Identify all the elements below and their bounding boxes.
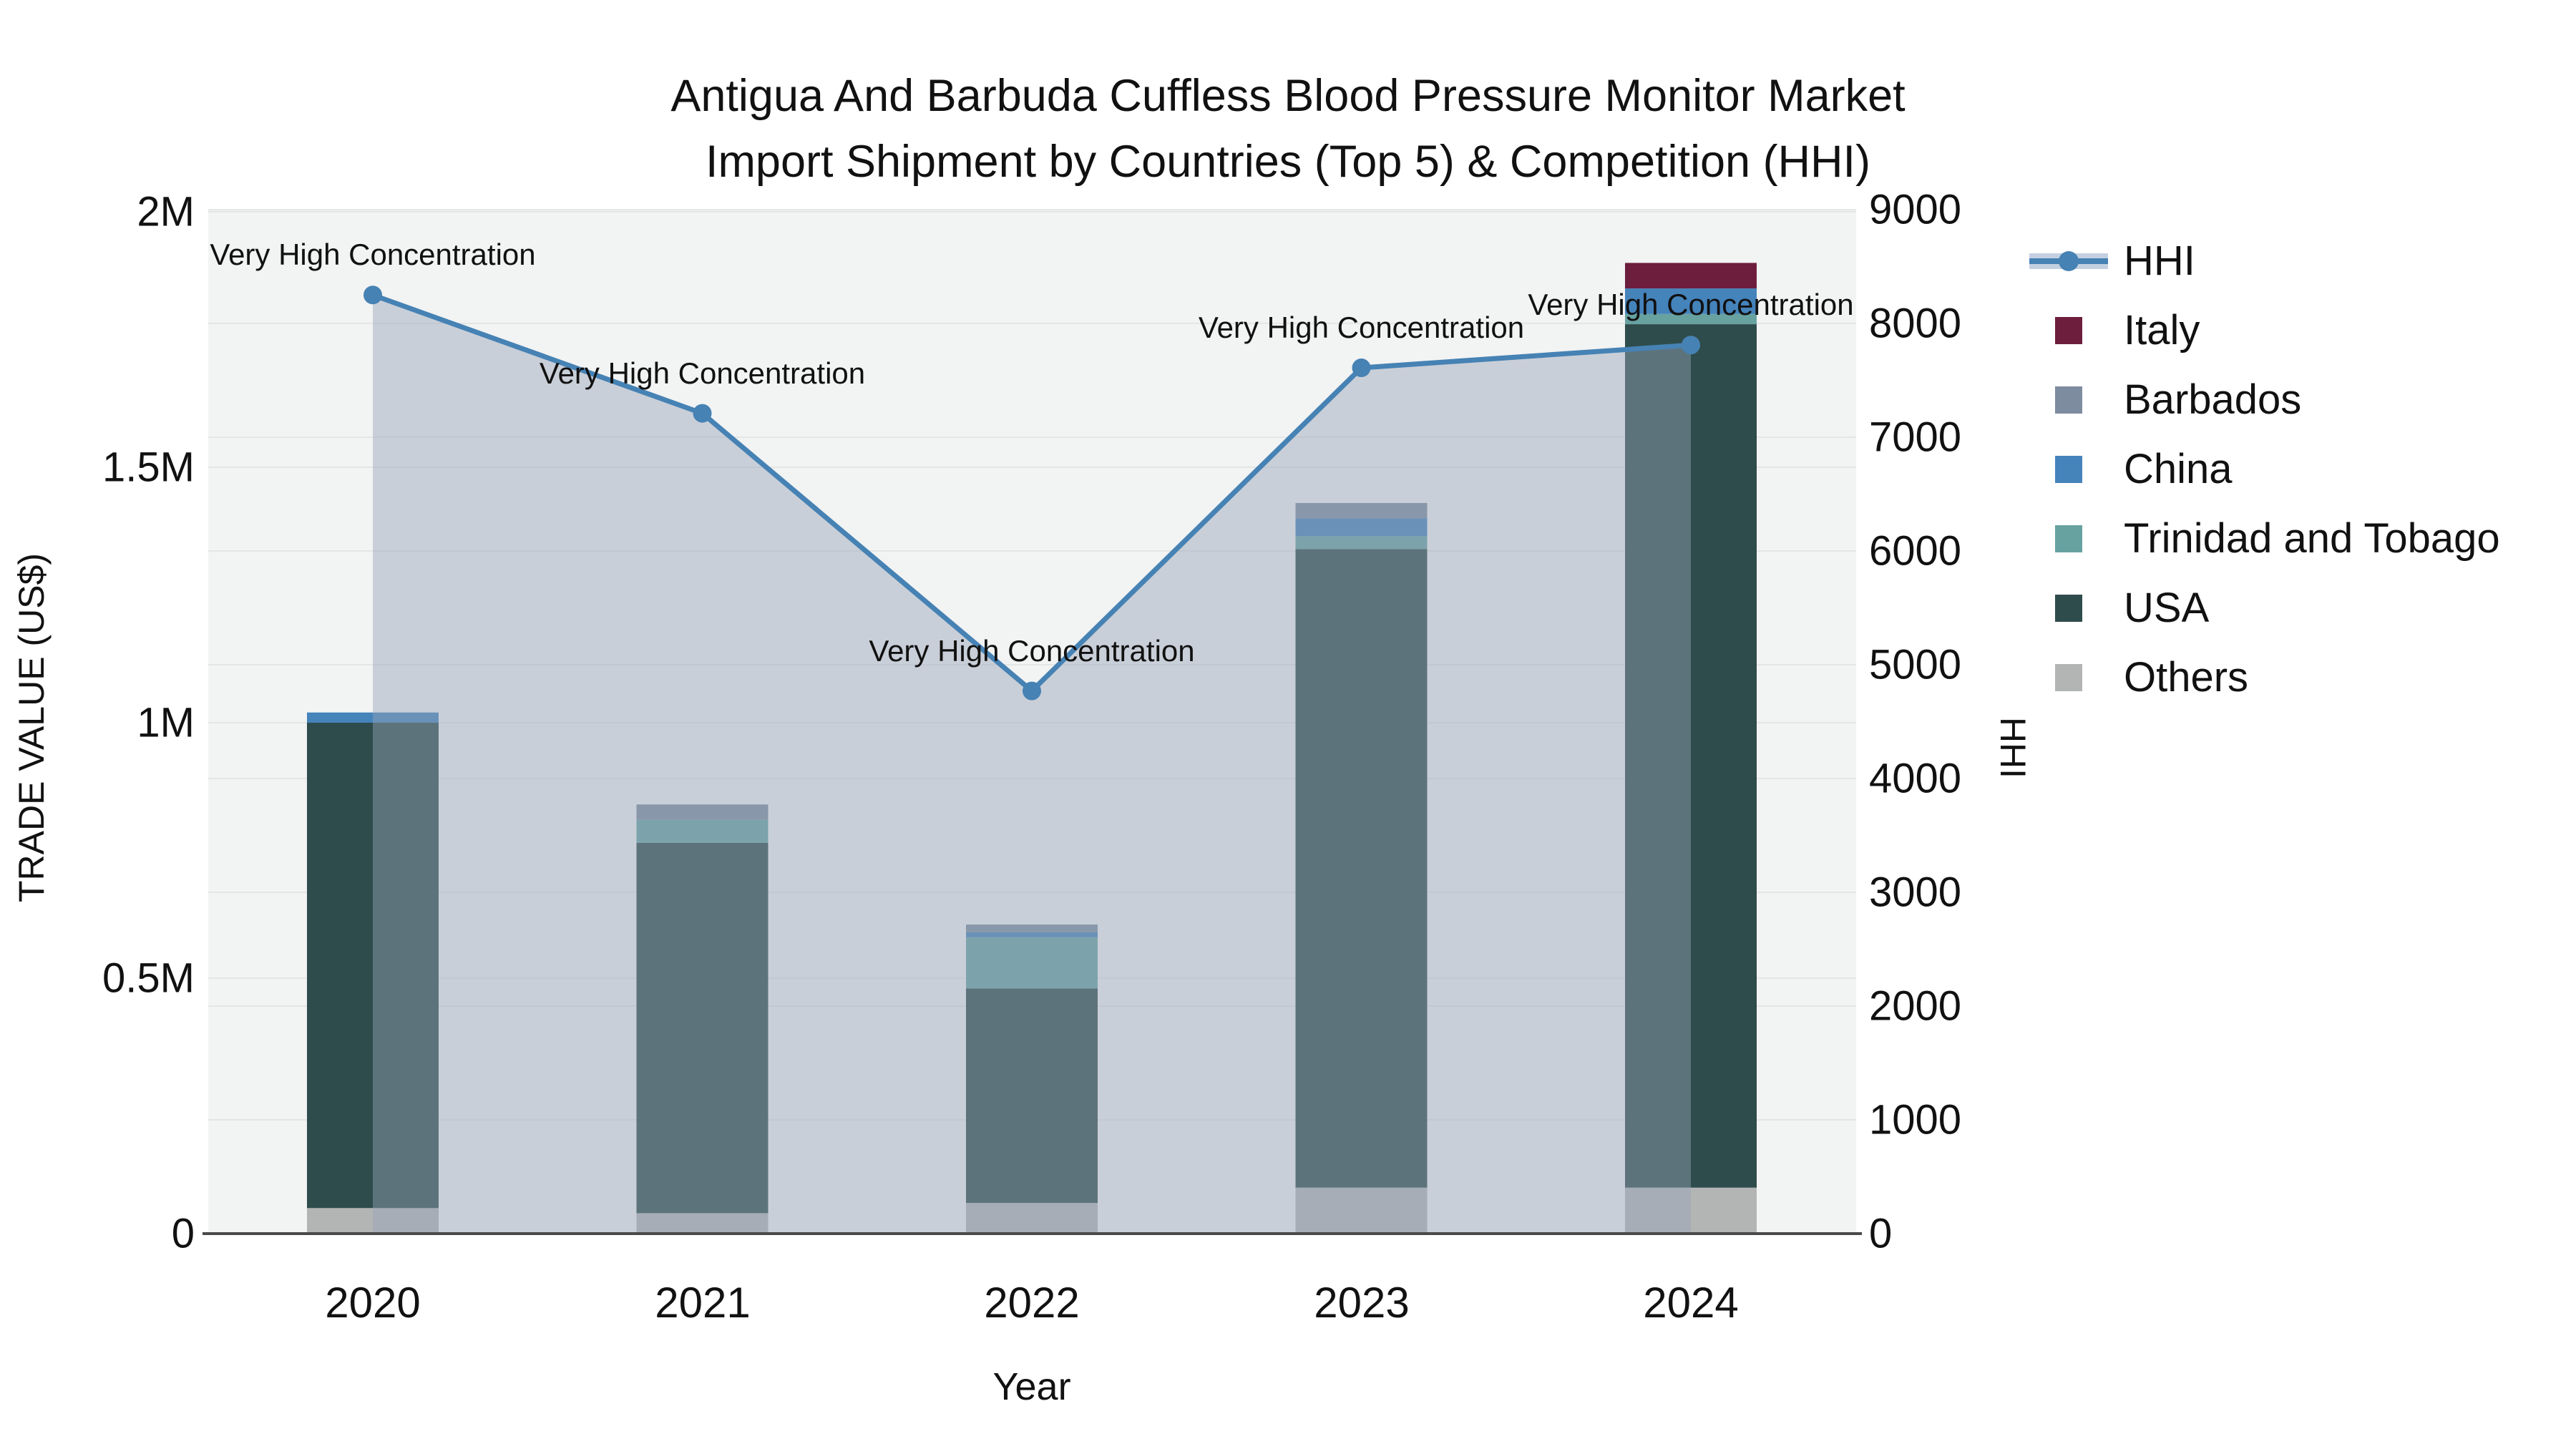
y-right-tick-9000: 9000 xyxy=(1869,186,1962,233)
legend-label-barbados: Barbados xyxy=(2124,376,2302,423)
x-tick-2022: 2022 xyxy=(984,1279,1080,1327)
annotation-2021: Very High Concentration xyxy=(539,356,866,390)
legend-item-barbados[interactable]: Barbados xyxy=(2029,365,2500,434)
legend-label-usa: USA xyxy=(2124,585,2210,631)
legend-label-others: Others xyxy=(2124,654,2249,701)
legend-item-trinidad-and-tobago[interactable]: Trinidad and Tobago xyxy=(2029,504,2500,573)
y-right-tick-3000: 3000 xyxy=(1869,869,1962,916)
legend: HHI Italy Barbados China Trinidad and To… xyxy=(2029,226,2500,712)
legend-item-usa[interactable]: USA xyxy=(2029,573,2500,643)
italy-swatch-icon xyxy=(2055,316,2082,344)
y-right-tick-1000: 1000 xyxy=(1869,1096,1962,1143)
annotation-2024: Very High Concentration xyxy=(1528,288,1854,322)
legend-item-others[interactable]: Others xyxy=(2029,643,2500,712)
annotation-2020: Very High Concentration xyxy=(210,238,536,272)
legend-label-china: China xyxy=(2124,446,2233,492)
y-right-tick-4000: 4000 xyxy=(1869,755,1962,802)
barbados-swatch-icon xyxy=(2055,386,2082,414)
y-axis-title-right: HHI xyxy=(1993,716,2033,779)
x-tick-2024: 2024 xyxy=(1643,1279,1739,1327)
legend-label-italy: Italy xyxy=(2124,307,2200,353)
y-right-tick-6000: 6000 xyxy=(1869,527,1962,575)
legend-label-hhi: HHI xyxy=(2124,238,2195,284)
y-left-tick-0: 0 xyxy=(171,1210,195,1257)
x-tick-2020: 2020 xyxy=(325,1279,421,1327)
y-left-tick-0-5m: 0.5M xyxy=(102,955,195,1002)
legend-item-italy[interactable]: Italy xyxy=(2029,296,2500,365)
y-left-tick-1-5m: 1.5M xyxy=(102,444,195,491)
china-swatch-icon xyxy=(2055,455,2082,483)
y-right-tick-5000: 5000 xyxy=(1869,641,1962,688)
x-axis-title: Year xyxy=(992,1365,1071,1408)
x-tick-2021: 2021 xyxy=(655,1279,751,1327)
y-right-tick-8000: 8000 xyxy=(1869,300,1962,347)
legend-item-hhi[interactable]: HHI xyxy=(2029,226,2500,296)
y-left-tick-2m: 2M xyxy=(137,188,195,235)
y-axis-title-left: TRADE VALUE (US$) xyxy=(11,552,52,903)
chart-title-line2: Import Shipment by Countries (Top 5) & C… xyxy=(705,137,1871,187)
others-swatch-icon xyxy=(2055,663,2082,691)
legend-label-trinidad-and-tobago: Trinidad and Tobago xyxy=(2124,515,2500,562)
legend-item-china[interactable]: China xyxy=(2029,434,2500,504)
hhi-line-swatch-icon xyxy=(2029,250,2108,271)
y-right-tick-7000: 7000 xyxy=(1869,414,1962,461)
annotation-2022: Very High Concentration xyxy=(869,633,1195,668)
y-right-tick-2000: 2000 xyxy=(1869,982,1962,1030)
annotation-2023: Very High Concentration xyxy=(1198,311,1525,344)
chart-title-line1: Antigua And Barbuda Cuffless Blood Press… xyxy=(670,71,1906,121)
x-tick-2023: 2023 xyxy=(1314,1279,1410,1327)
y-left-tick-1m: 1M xyxy=(137,699,195,746)
trinidad-and-tobago-swatch-icon xyxy=(2055,525,2082,552)
usa-swatch-icon xyxy=(2055,594,2082,622)
y-right-tick-0: 0 xyxy=(1869,1210,1893,1257)
